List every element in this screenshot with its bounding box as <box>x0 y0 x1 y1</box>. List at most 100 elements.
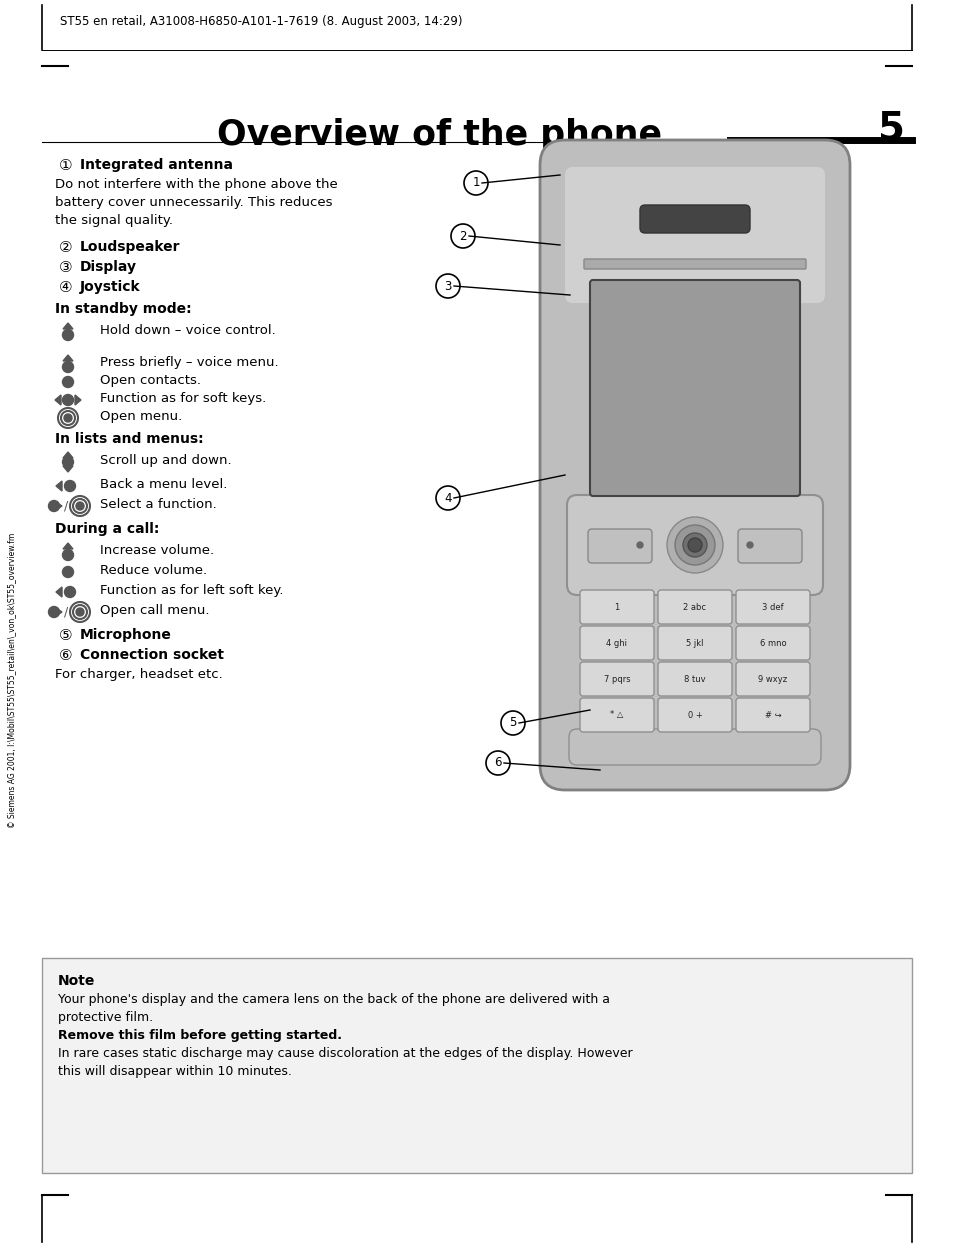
Text: ②: ② <box>59 240 72 255</box>
Text: ST55 en retail, A31008-H6850-A101-1-7619 (8. August 2003, 14:29): ST55 en retail, A31008-H6850-A101-1-7619… <box>60 15 462 27</box>
Circle shape <box>49 607 59 618</box>
Polygon shape <box>75 395 81 405</box>
FancyBboxPatch shape <box>579 591 654 624</box>
Circle shape <box>675 525 714 564</box>
Circle shape <box>63 549 73 561</box>
Text: ③: ③ <box>59 260 72 275</box>
Text: ④: ④ <box>59 280 72 295</box>
Text: 1: 1 <box>472 177 479 189</box>
Circle shape <box>682 533 706 557</box>
Text: 8 tuv: 8 tuv <box>683 674 705 684</box>
Polygon shape <box>55 395 61 405</box>
Text: Joystick: Joystick <box>80 280 140 294</box>
Polygon shape <box>63 323 73 329</box>
Text: Function as for left soft key.: Function as for left soft key. <box>100 584 283 597</box>
Text: # ↪: # ↪ <box>764 710 781 719</box>
Text: In lists and menus:: In lists and menus: <box>55 432 203 446</box>
FancyBboxPatch shape <box>735 698 809 731</box>
Text: 4: 4 <box>444 491 452 505</box>
Text: Note: Note <box>58 974 95 988</box>
Polygon shape <box>56 481 62 491</box>
FancyBboxPatch shape <box>587 530 651 563</box>
Polygon shape <box>56 502 62 510</box>
Text: Hold down – voice control.: Hold down – voice control. <box>100 324 275 336</box>
Text: © Siemens AG 2001, I:\Mobil\ST55\ST55_retail\en\_von_ok\ST55_overview.fm: © Siemens AG 2001, I:\Mobil\ST55\ST55_re… <box>8 532 16 827</box>
Text: Microphone: Microphone <box>80 628 172 642</box>
Text: 6 mno: 6 mno <box>759 638 785 648</box>
Circle shape <box>64 414 71 422</box>
Text: 5: 5 <box>509 716 517 729</box>
FancyBboxPatch shape <box>566 495 822 596</box>
FancyBboxPatch shape <box>564 167 824 303</box>
FancyBboxPatch shape <box>658 625 731 660</box>
FancyBboxPatch shape <box>658 698 731 731</box>
Text: Back a menu level.: Back a menu level. <box>100 478 227 491</box>
Text: In standby mode:: In standby mode: <box>55 302 192 316</box>
Text: Open contacts.: Open contacts. <box>100 374 201 388</box>
Circle shape <box>637 542 642 548</box>
FancyBboxPatch shape <box>735 625 809 660</box>
Text: 2: 2 <box>458 229 466 243</box>
Polygon shape <box>63 355 73 361</box>
Text: 3 def: 3 def <box>761 603 783 612</box>
Text: Press briefly – voice menu.: Press briefly – voice menu. <box>100 356 278 369</box>
FancyBboxPatch shape <box>735 591 809 624</box>
Text: 9 wxyz: 9 wxyz <box>758 674 787 684</box>
Circle shape <box>63 329 73 340</box>
FancyBboxPatch shape <box>579 625 654 660</box>
Polygon shape <box>56 587 62 597</box>
Text: 5 jkl: 5 jkl <box>685 638 703 648</box>
Text: Your phone's display and the camera lens on the back of the phone are delivered : Your phone's display and the camera lens… <box>58 993 609 1006</box>
FancyBboxPatch shape <box>658 591 731 624</box>
Circle shape <box>63 376 73 388</box>
FancyBboxPatch shape <box>639 206 749 233</box>
Polygon shape <box>56 608 62 616</box>
Circle shape <box>49 501 59 512</box>
Circle shape <box>76 502 84 510</box>
Text: protective film.: protective film. <box>58 1011 153 1024</box>
FancyBboxPatch shape <box>658 662 731 697</box>
Text: 2 abc: 2 abc <box>682 603 706 612</box>
Text: Loudspeaker: Loudspeaker <box>80 240 180 254</box>
FancyBboxPatch shape <box>579 662 654 697</box>
Text: In rare cases static discharge may cause discoloration at the edges of the displ: In rare cases static discharge may cause… <box>58 1047 632 1060</box>
Text: /: / <box>64 606 68 618</box>
Text: 4 ghi: 4 ghi <box>606 638 627 648</box>
FancyBboxPatch shape <box>583 259 805 269</box>
FancyBboxPatch shape <box>42 958 911 1172</box>
Text: ⑤: ⑤ <box>59 628 72 643</box>
Text: ①: ① <box>59 158 72 173</box>
Circle shape <box>63 456 73 467</box>
Text: 0 +: 0 + <box>687 710 701 719</box>
Text: Integrated antenna: Integrated antenna <box>80 158 233 172</box>
Polygon shape <box>63 543 73 549</box>
Circle shape <box>746 542 752 548</box>
Text: Overview of the phone: Overview of the phone <box>217 118 661 152</box>
Text: Open call menu.: Open call menu. <box>100 604 210 617</box>
Text: this will disappear within 10 minutes.: this will disappear within 10 minutes. <box>58 1065 292 1078</box>
Text: Do not interfere with the phone above the
battery cover unnecessarily. This redu: Do not interfere with the phone above th… <box>55 178 337 227</box>
Text: Increase volume.: Increase volume. <box>100 545 213 557</box>
Text: 6: 6 <box>494 756 501 770</box>
Circle shape <box>666 517 722 573</box>
Circle shape <box>63 361 73 373</box>
Text: Connection socket: Connection socket <box>80 648 224 662</box>
Text: Select a function.: Select a function. <box>100 498 216 511</box>
Text: 7 pqrs: 7 pqrs <box>603 674 630 684</box>
Circle shape <box>65 481 75 491</box>
Text: Open menu.: Open menu. <box>100 410 182 422</box>
Polygon shape <box>63 466 73 472</box>
FancyBboxPatch shape <box>568 729 821 765</box>
FancyBboxPatch shape <box>738 530 801 563</box>
Circle shape <box>65 587 75 598</box>
Text: Display: Display <box>80 260 137 274</box>
Text: Reduce volume.: Reduce volume. <box>100 564 207 577</box>
Circle shape <box>687 538 701 552</box>
Polygon shape <box>63 452 73 459</box>
Text: During a call:: During a call: <box>55 522 159 536</box>
FancyBboxPatch shape <box>735 662 809 697</box>
Text: Scroll up and down.: Scroll up and down. <box>100 454 232 467</box>
Circle shape <box>63 395 73 405</box>
Text: Function as for soft keys.: Function as for soft keys. <box>100 392 266 405</box>
Text: 3: 3 <box>444 279 451 293</box>
